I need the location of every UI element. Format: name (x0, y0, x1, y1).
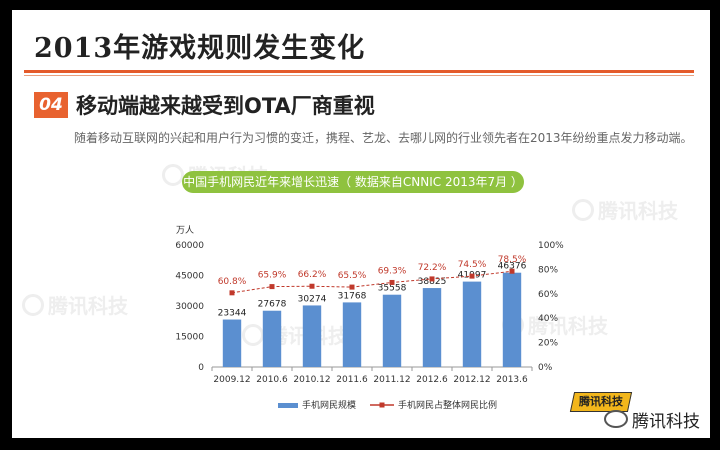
chart: 0 15000 30000 45000 60000 万人 0% 20% 40% 60% 80% 100… (175, 225, 564, 411)
y-axis-label: 万人 (176, 225, 194, 236)
x-tick-label: 2011.6 (336, 375, 368, 385)
slide: 腾讯科技 腾讯科技 腾讯科技 腾讯科技 腾讯科技 2013年游戏规则发生变化 0… (12, 10, 710, 438)
line-point (389, 279, 395, 285)
watermark: 腾讯科技 (572, 195, 678, 224)
y-tick-label: 15000 (175, 333, 204, 343)
bar (262, 310, 282, 367)
bar (382, 294, 402, 367)
legend-marker-line (379, 402, 385, 408)
title-divider-thin (24, 75, 694, 76)
line-point (469, 273, 475, 279)
y2-tick-label: 100% (538, 241, 564, 251)
watermark-logo-icon (572, 199, 594, 221)
title-divider (24, 70, 694, 73)
line-point (269, 284, 275, 290)
y2-tick-label: 20% (538, 339, 558, 349)
bar-value-label: 46376 (498, 262, 527, 272)
line-value-label: 65.9% (258, 271, 287, 281)
x-tick-label: 2012.12 (453, 375, 490, 385)
section-title: 移动端越来越受到OTA厂商重视 (76, 94, 375, 118)
section-number-badge: 04 (34, 92, 68, 118)
line-value-label: 60.8% (218, 277, 247, 287)
bar (462, 281, 482, 367)
bar (502, 272, 522, 367)
section-description: 随着移动互联网的兴起和用户行为习惯的变迁，携程、艺龙、去哪儿网的行业领先者在20… (74, 131, 693, 145)
line-point (509, 268, 515, 274)
x-tick-label: 2011.12 (373, 375, 410, 385)
line-value-label: 72.2% (418, 263, 447, 273)
line-value-label: 78.5% (498, 255, 527, 265)
wechat-icon (604, 410, 628, 428)
x-tick-label: 2013.6 (496, 375, 528, 385)
bar-value-label: 30274 (298, 294, 327, 304)
x-tick-label: 2009.12 (213, 375, 250, 385)
x-tick-label: 2010.6 (256, 375, 288, 385)
page-title: 2013年游戏规则发生变化 (34, 33, 366, 64)
x-tick-label: 2012.6 (416, 375, 448, 385)
title-bar: 2013年游戏规则发生变化 (12, 10, 710, 72)
y-tick-label: 0 (198, 363, 204, 373)
bar-value-label: 23344 (218, 309, 247, 319)
bar (342, 302, 362, 367)
y2-tick-label: 40% (538, 314, 558, 324)
watermark-logo-icon (242, 324, 264, 346)
legend-swatch-bars (278, 403, 298, 408)
line-point (309, 283, 315, 289)
watermark-logo-icon (162, 164, 184, 186)
legend-label-line: 手机网民占整体网民比例 (398, 399, 497, 411)
bar-value-label: 38825 (418, 277, 447, 287)
line-value-label: 69.3% (378, 266, 407, 276)
bar-value-label: 31768 (338, 291, 367, 301)
line-value-label: 65.5% (338, 271, 367, 281)
watermark: 腾讯科技 (22, 290, 128, 319)
line-point (349, 284, 355, 290)
chart-caption: 中国手机网民近年来增长迅速（ 数据来自CNNIC 2013年7月 ） (182, 171, 524, 193)
line-value-label: 66.2% (298, 270, 327, 280)
watermark-logo-icon (22, 294, 44, 316)
bar (222, 319, 242, 367)
y-tick-label: 30000 (175, 302, 204, 312)
line-point (429, 276, 435, 282)
bar-value-label: 35558 (378, 284, 407, 294)
line-point (229, 290, 235, 296)
footer-brand: 腾讯科技 (604, 407, 700, 432)
bar-value-label: 27678 (258, 300, 287, 310)
y2-tick-label: 0% (538, 363, 553, 373)
bar (422, 288, 442, 367)
y2-tick-label: 80% (538, 265, 558, 275)
legend-label-bars: 手机网民规模 (302, 399, 356, 411)
series-line (231, 270, 513, 294)
y2-tick-label: 60% (538, 290, 558, 300)
bar (302, 305, 322, 367)
y-tick-label: 60000 (175, 241, 204, 251)
y-tick-label: 45000 (175, 272, 204, 282)
x-tick-label: 2010.12 (293, 375, 330, 385)
line-value-label: 74.5% (458, 260, 487, 270)
